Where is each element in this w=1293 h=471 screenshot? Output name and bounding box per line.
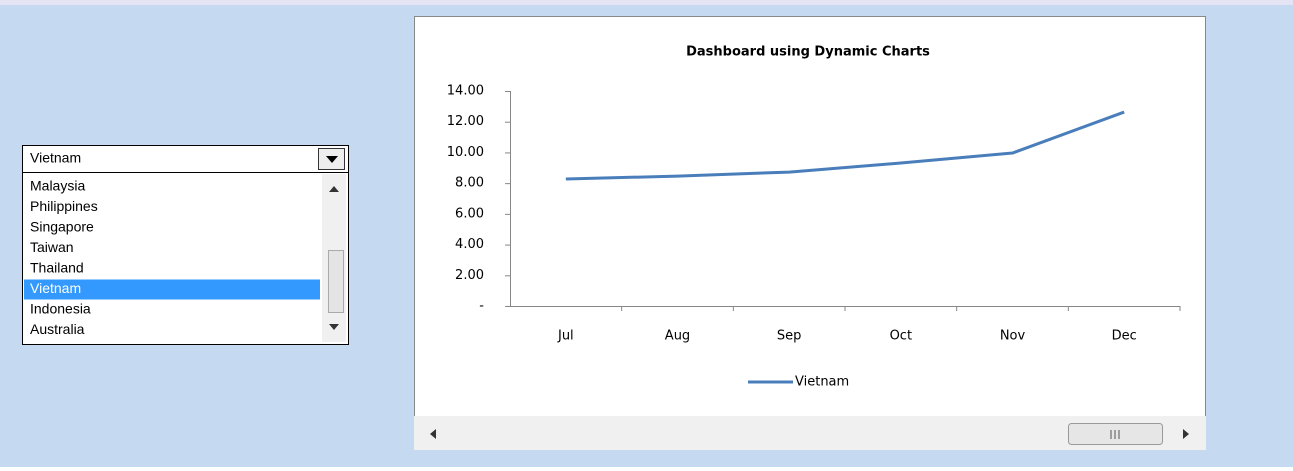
y-tick-label: 10.00 — [447, 145, 484, 160]
x-tick-label: Dec — [1112, 329, 1137, 344]
list-option[interactable]: Malaysia — [30, 178, 85, 194]
dropdown-list — [22, 172, 349, 345]
option-highlight — [24, 279, 320, 300]
list-option[interactable]: Vietnam — [30, 280, 81, 296]
y-tick-label: 6.00 — [455, 206, 484, 221]
x-tick-label: Aug — [665, 329, 690, 344]
combo-box[interactable] — [22, 145, 349, 173]
scroll-right-arrow[interactable] — [1183, 429, 1189, 439]
list-option[interactable]: Thailand — [30, 260, 84, 276]
x-tick-label: Jul — [557, 329, 574, 344]
list-option[interactable]: Singapore — [30, 219, 94, 235]
list-scroll-thumb[interactable] — [328, 250, 344, 313]
scroll-left-arrow[interactable] — [430, 429, 436, 439]
thumb-grip — [1110, 430, 1120, 439]
y-tick-label: 12.00 — [447, 114, 484, 129]
y-tick-label: 8.00 — [455, 176, 484, 191]
combo-value: Vietnam — [30, 150, 81, 166]
y-tick-label: - — [479, 299, 484, 314]
top-edge — [0, 0, 1293, 5]
list-option[interactable]: Taiwan — [30, 239, 74, 255]
series-line — [565, 110, 1125, 181]
x-tick-label: Oct — [890, 329, 912, 344]
y-tick-label: 14.00 — [447, 84, 484, 99]
list-option[interactable]: Philippines — [30, 198, 98, 214]
chart-title: Dashboard using Dynamic Charts — [686, 45, 930, 60]
x-tick-label: Sep — [777, 329, 802, 344]
x-tick-label: Nov — [1000, 329, 1026, 344]
scroll-up-arrow[interactable] — [329, 186, 339, 192]
y-tick-label: 4.00 — [455, 237, 484, 252]
legend-label: Vietnam — [795, 375, 849, 390]
scroll-down-arrow[interactable] — [329, 324, 339, 330]
chart-area — [414, 16, 1206, 417]
drop-arrow — [326, 156, 338, 163]
y-tick-label: 2.00 — [455, 268, 484, 283]
list-option[interactable]: Indonesia — [30, 301, 91, 317]
list-option[interactable]: Australia — [30, 321, 85, 337]
